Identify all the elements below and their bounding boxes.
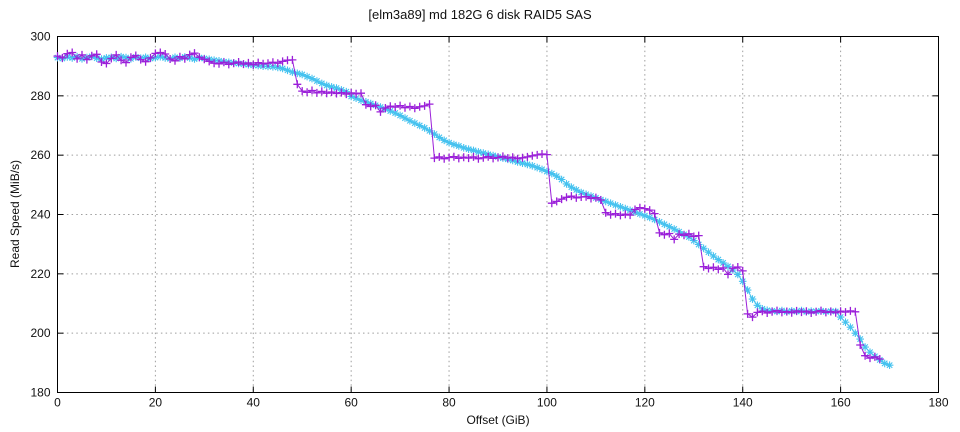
x-tick-label: 60 <box>344 396 358 410</box>
x-tick-label: 40 <box>247 396 261 410</box>
chart-title: [elm3a89] md 182G 6 disk RAID5 SAS <box>368 7 592 22</box>
x-tick-label: 180 <box>928 396 948 410</box>
x-tick-label: 100 <box>537 396 557 410</box>
y-tick-label: 280 <box>30 89 50 103</box>
y-tick-label: 220 <box>30 267 50 281</box>
series-markers-purple-plus-series <box>53 48 884 363</box>
x-axis-title: Offset (GiB) <box>466 413 530 427</box>
y-tick-label: 180 <box>30 386 50 400</box>
y-tick-label: 240 <box>30 208 50 222</box>
series-markers-cyan-asterisk-series <box>53 52 894 369</box>
x-tick-label: 160 <box>831 396 851 410</box>
y-tick-label: 200 <box>30 326 50 340</box>
x-tick-label: 0 <box>54 396 61 410</box>
x-tick-label: 80 <box>442 396 456 410</box>
y-tick-label: 300 <box>30 30 50 44</box>
x-tick-label: 140 <box>733 396 753 410</box>
x-tick-label: 20 <box>149 396 163 410</box>
y-tick-label: 260 <box>30 148 50 162</box>
series-line-cyan-asterisk-series <box>57 55 890 366</box>
x-tick-label: 120 <box>635 396 655 410</box>
